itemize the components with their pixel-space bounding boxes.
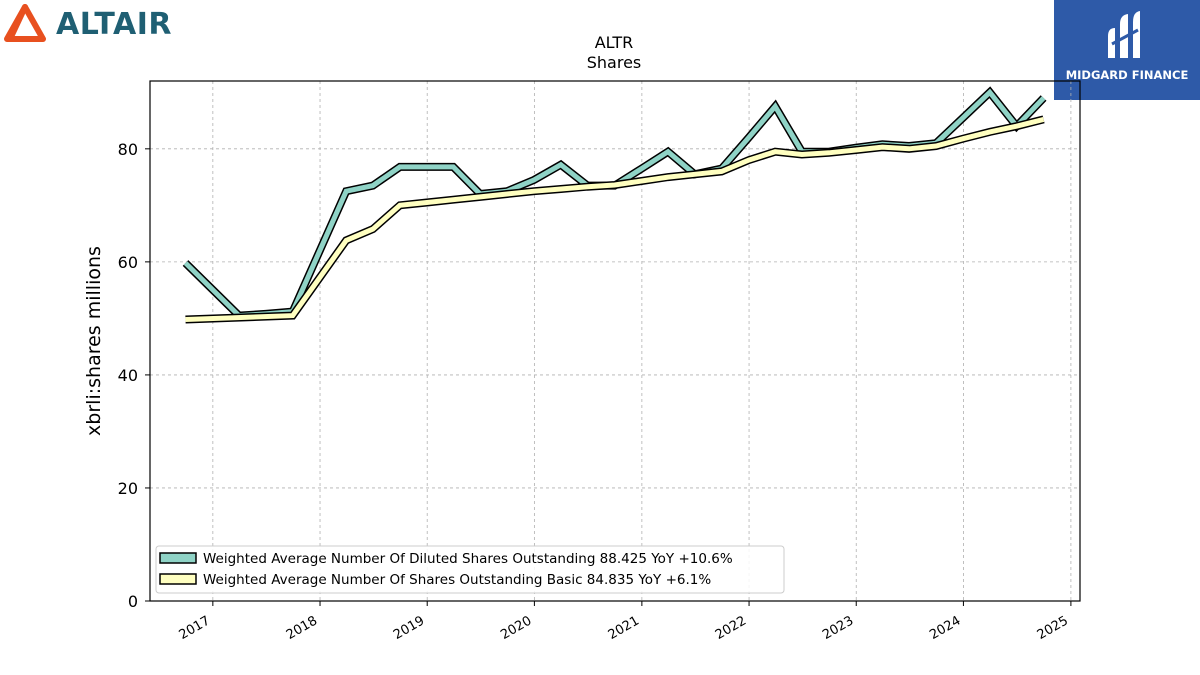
legend-swatch [159, 573, 197, 585]
legend-label: Weighted Average Number Of Diluted Share… [203, 551, 733, 567]
x-tick-label: 2018 [284, 613, 320, 643]
x-tick-label: 2024 [927, 613, 963, 643]
x-tick-label: 2019 [391, 613, 427, 643]
plot-frame [149, 80, 1081, 602]
x-tick-label: 2025 [1035, 613, 1071, 643]
legend-label: Weighted Average Number Of Shares Outsta… [203, 572, 711, 588]
altair-logo-icon [4, 4, 46, 42]
x-tick-label: 2017 [177, 613, 213, 643]
grid [150, 81, 1080, 602]
series-1-line [185, 116, 1045, 322]
y-axis-label: xbrli:shares millions [83, 246, 105, 436]
brand-name: ALTAIR [56, 6, 172, 42]
legend-box [155, 545, 785, 594]
x-tick-label: 2022 [713, 613, 749, 643]
y-ticks: 0 20 40 60 80 [118, 140, 150, 611]
altair-brand: ALTAIR [4, 2, 172, 46]
x-tick-label: 2023 [820, 613, 856, 643]
x-tick-label: 2020 [498, 613, 534, 643]
y-tick-label: 20 [118, 479, 138, 498]
series-lines [182, 86, 1047, 324]
midgard-badge: MIDGARD FINANCE [1054, 0, 1200, 100]
x-ticks: 2017 2018 2019 2020 2021 2022 2023 2024 2025 [177, 601, 1072, 643]
y-tick-label: 80 [118, 140, 138, 159]
y-tick-label: 40 [118, 366, 138, 385]
legend-swatch [159, 552, 197, 564]
chart-title: ALTR [595, 33, 634, 52]
y-tick-label: 0 [128, 592, 138, 611]
midgard-logo-icon [1108, 11, 1140, 58]
badge-text: MIDGARD FINANCE [1065, 68, 1189, 82]
chart-subtitle: Shares [587, 53, 642, 72]
x-tick-label: 2021 [606, 613, 642, 643]
legend: Weighted Average Number Of Diluted Share… [155, 545, 785, 594]
y-tick-label: 60 [118, 253, 138, 272]
